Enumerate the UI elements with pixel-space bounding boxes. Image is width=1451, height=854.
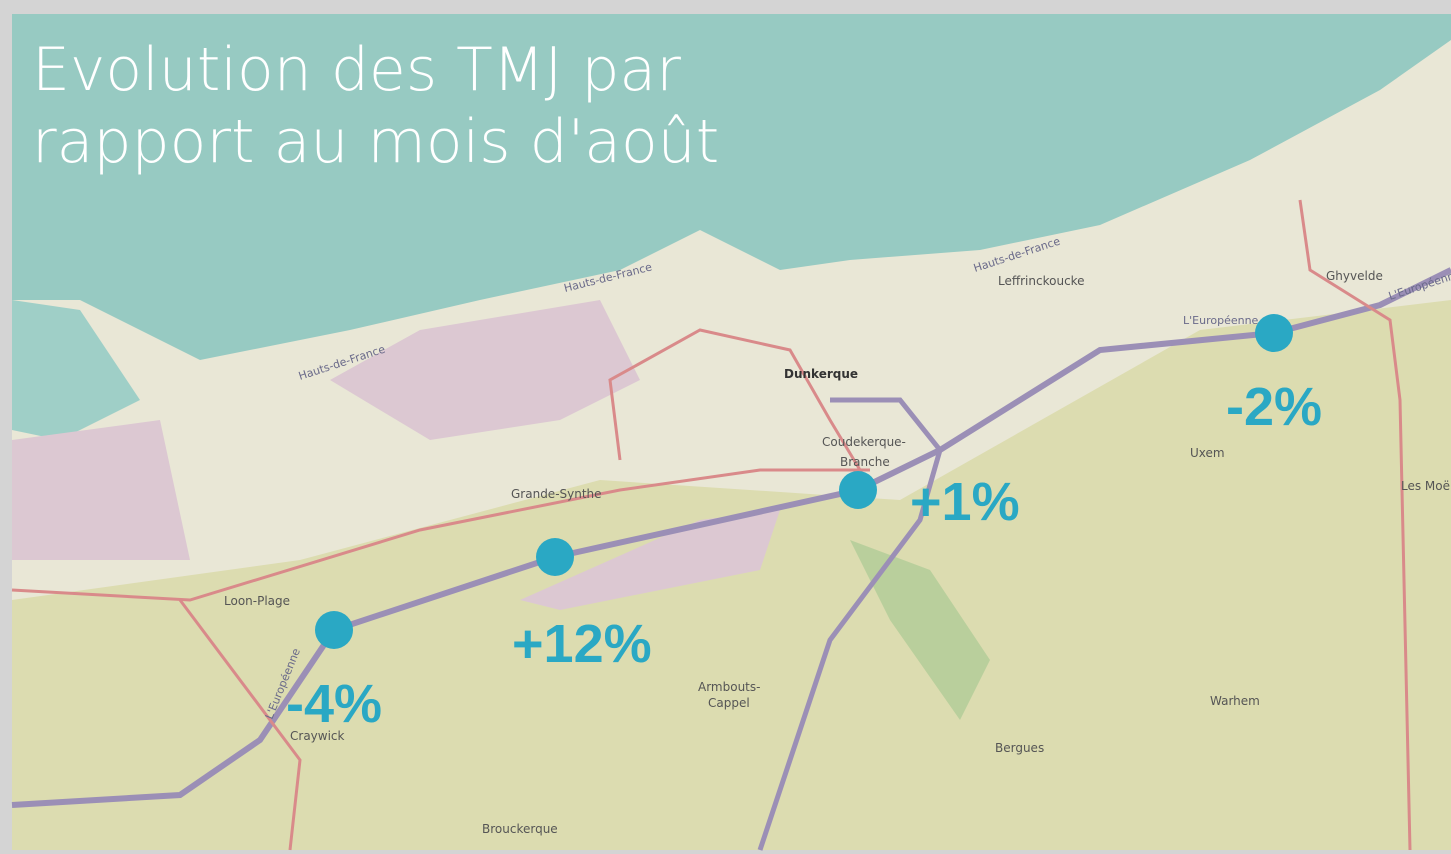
place-label: Dunkerque (784, 367, 858, 381)
marker-label: -4% (286, 674, 382, 734)
place-label: Grande-Synthe (511, 487, 602, 501)
place-label: Uxem (1190, 446, 1225, 460)
place-label: Cappel (708, 696, 750, 710)
place-label: Bergues (995, 741, 1044, 755)
place-label: Craywick (290, 729, 345, 743)
road (11, 468, 870, 602)
place-label: Coudekerque- (822, 435, 906, 449)
marker-label: -2% (1226, 377, 1322, 437)
sea (12, 14, 1451, 360)
road-label: L'Européenne (1183, 314, 1259, 327)
place-label: Warhem (1210, 694, 1260, 708)
road (178, 599, 302, 851)
port-basin (12, 300, 140, 440)
marker-label: +1% (910, 472, 1020, 532)
place-label: Leffrinckoucke (998, 274, 1085, 288)
place-label: Loon-Plage (224, 594, 290, 608)
title-line: rapport au mois d'août (32, 107, 719, 177)
counter-marker[interactable] (839, 471, 877, 509)
place-label: Brouckerque (482, 822, 558, 836)
place-label: Ghyvelde (1326, 269, 1383, 283)
park (850, 540, 990, 720)
marker-label: +12% (512, 614, 652, 674)
place-label: Les Moëres (1401, 479, 1451, 493)
road (1298, 199, 1412, 851)
counter-marker[interactable] (536, 538, 574, 576)
industrial-area (330, 300, 640, 440)
road (608, 328, 862, 471)
counter-marker[interactable] (1255, 314, 1293, 352)
counter-marker[interactable] (315, 611, 353, 649)
place-label: Armbouts- (698, 680, 760, 694)
motorway (757, 397, 943, 851)
title-line: Evolution des TMJ par (32, 35, 681, 105)
place-label: Branche (840, 455, 890, 469)
industrial-area (12, 420, 190, 560)
industrial-area (520, 510, 780, 610)
